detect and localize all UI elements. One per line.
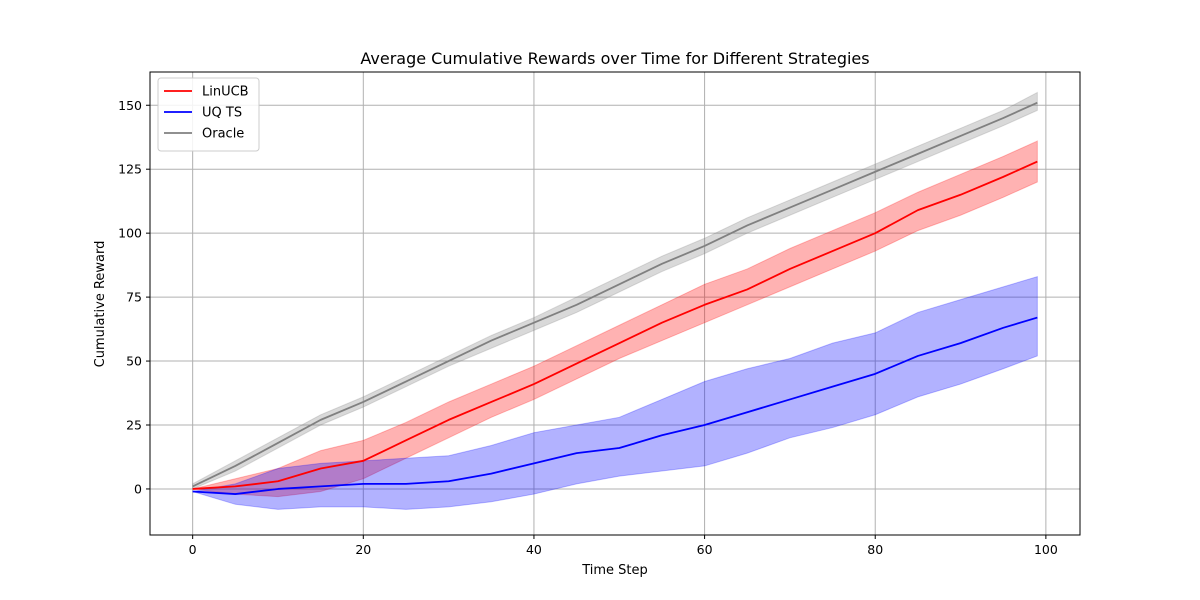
y-axis-label: Cumulative Reward <box>93 241 108 368</box>
oracle-line <box>192 101 1038 488</box>
legend-label-oracle: Oracle <box>202 127 244 142</box>
plot-frame <box>149 71 1081 536</box>
y-tick-label: 25 <box>126 418 142 433</box>
y-tick-label: 125 <box>118 162 142 177</box>
y-tick-label: 150 <box>118 98 142 113</box>
y-tick-label: 50 <box>126 354 142 369</box>
x-tick-label: 100 <box>1034 542 1058 557</box>
x-tick-label: 60 <box>697 542 713 557</box>
legend: LinUCB UQ TS Oracle <box>157 77 260 152</box>
x-tick-label: 20 <box>355 542 371 557</box>
y-tick-label: 0 <box>134 481 142 496</box>
legend-label-uq-ts: UQ TS <box>202 106 242 121</box>
uq-ts-band <box>192 275 1038 510</box>
legend-label-linucb: LinUCB <box>202 85 249 100</box>
linucb-line <box>192 160 1038 490</box>
uq-ts-line <box>192 316 1038 495</box>
y-tick-label: 100 <box>118 226 142 241</box>
grid-layer <box>150 72 1080 535</box>
x-axis-label: Time Step <box>581 563 648 578</box>
x-tick-label: 40 <box>526 542 542 557</box>
x-tick-label: 80 <box>867 542 883 557</box>
x-tick-label: 0 <box>189 542 197 557</box>
chart-title: Average Cumulative Rewards over Time for… <box>360 49 869 68</box>
y-tick-label: 75 <box>126 290 142 305</box>
tick-layer: 0 20 40 60 80 100 0 25 50 75 100 125 150 <box>118 98 1058 557</box>
series-lines <box>192 101 1038 495</box>
